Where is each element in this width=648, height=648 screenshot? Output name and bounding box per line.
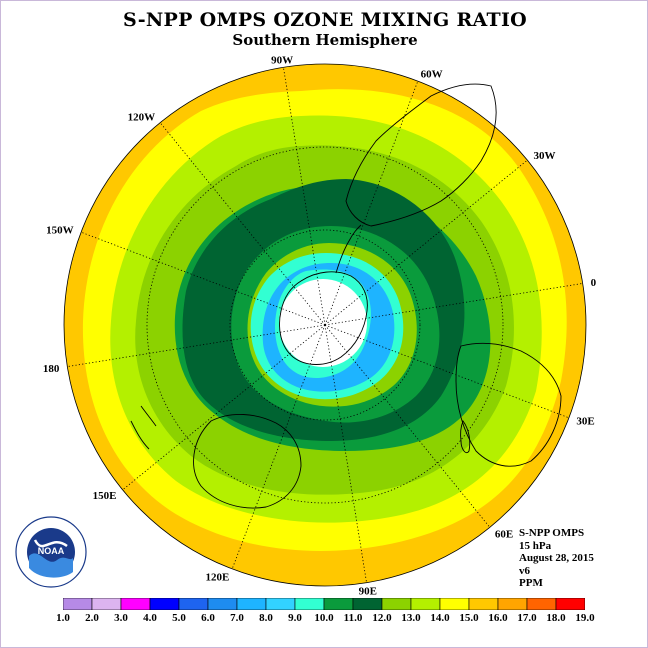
colorbar-swatch (120, 598, 151, 610)
new-zealand-coast (130, 405, 157, 450)
longitude-label: 120W (128, 111, 156, 123)
info-line: 15 hPa (519, 539, 552, 552)
latitude-circle-minus-60 (229, 229, 421, 421)
colorbar-swatch (207, 598, 238, 610)
noaa-logo-text: NOAA (38, 546, 65, 556)
map-outline (63, 63, 587, 587)
colorbar-tick-label: 3.0 (114, 612, 128, 624)
colorbar (63, 598, 585, 610)
colorbar-swatch (352, 598, 383, 610)
colorbar-swatch (497, 598, 528, 610)
longitude-label: 90E (359, 586, 377, 598)
colorbar-tick-label: 17.0 (517, 612, 537, 624)
colorbar-swatch (439, 598, 470, 610)
colorbar-swatch (381, 598, 412, 610)
colorbar-tick-label: 10.0 (314, 612, 334, 624)
longitude-label: 150W (46, 224, 74, 236)
colorbar-tick-label: 8.0 (259, 612, 273, 624)
colorbar-swatch (294, 598, 325, 610)
antarctica-coast (279, 271, 368, 365)
info-line: August 28, 2015 (519, 552, 594, 564)
colorbar-tick-label: 16.0 (488, 612, 508, 624)
longitude-label: 30E (576, 416, 594, 428)
africa-coast (455, 342, 562, 467)
colorbar-tick-label: 4.0 (143, 612, 157, 624)
south-america-coast (345, 83, 497, 227)
colorbar-tick-label: 6.0 (201, 612, 215, 624)
longitude-label: 150E (93, 490, 117, 502)
info-line: PPM (519, 577, 543, 589)
colorbar-tick-label: 15.0 (459, 612, 479, 624)
graticule (67, 67, 583, 583)
madagascar-coast (460, 420, 471, 454)
colorbar-tick-label: 12.0 (372, 612, 392, 624)
colorbar-tick-label: 14.0 (430, 612, 450, 624)
info-line: v6 (519, 564, 530, 577)
longitude-label: 90W (271, 54, 293, 66)
colorbar-tick-label: 7.0 (230, 612, 244, 624)
australia-coast (193, 413, 302, 509)
figure-title: S-NPP OMPS OZONE MIXING RATIO (122, 9, 528, 31)
longitude-label: 120E (205, 571, 229, 583)
colorbar-swatch (91, 598, 122, 610)
antarctic-peninsula-coast (335, 224, 362, 274)
colorbar-tick-label: 18.0 (546, 612, 566, 624)
longitude-label: 30W (534, 150, 556, 162)
colorbar-swatch (236, 598, 267, 610)
colorbar-tick-label: 2.0 (85, 612, 99, 624)
longitude-label: 60W (421, 69, 443, 81)
colorbar-tick-label: 9.0 (288, 612, 302, 624)
longitude-label: 60E (495, 529, 513, 541)
coastlines (130, 83, 562, 509)
colorbar-swatch (468, 598, 499, 610)
colorbar-tick-label: 1.0 (56, 612, 70, 624)
colorbar-swatch (555, 598, 585, 610)
longitude-label: 180 (43, 363, 60, 375)
polar-night-region (279, 279, 367, 367)
colorbar-tick-label: 13.0 (401, 612, 421, 624)
colorbar-swatch (323, 598, 354, 610)
colorbar-swatch (63, 598, 93, 610)
colorbar-swatch (526, 598, 557, 610)
colorbar-swatch (410, 598, 441, 610)
figure-subtitle: Southern Hemisphere (232, 31, 418, 49)
info-line: S-NPP OMPS (519, 527, 585, 539)
colorbar-swatch (178, 598, 209, 610)
colorbar-swatch (265, 598, 296, 610)
colorbar-tick-label: 11.0 (343, 612, 363, 624)
info-block: S-NPP OMPS 15 hPa August 28, 2015 v6 PPM (519, 527, 594, 590)
colorbar-tick-label: 19.0 (575, 612, 595, 624)
noaa-logo-icon: NOAA (15, 516, 87, 588)
colorbar-tick-label: 5.0 (172, 612, 186, 624)
longitude-label: 0 (591, 277, 597, 289)
colorbar-swatch (149, 598, 180, 610)
latitude-circle-minus-30 (146, 146, 504, 504)
